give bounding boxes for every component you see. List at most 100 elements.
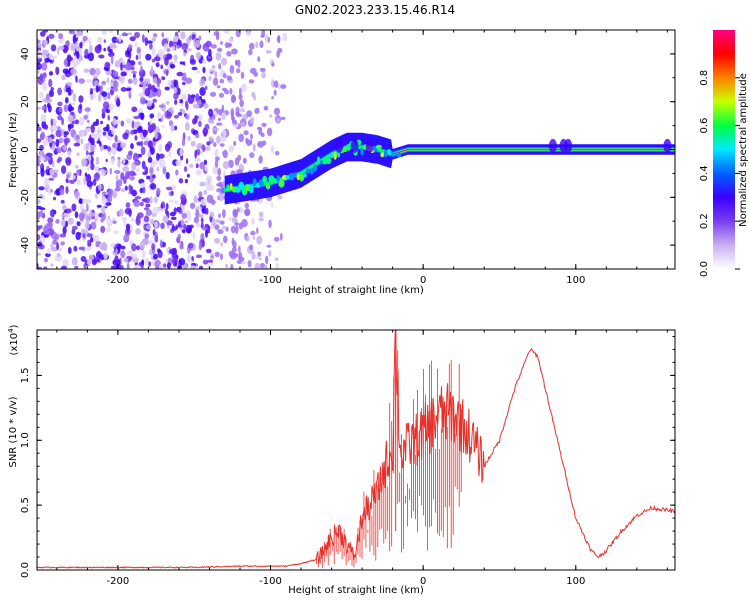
colorbar-tick-label: 0.0 <box>699 261 710 277</box>
spectrogram-noise-cell <box>95 251 102 259</box>
spectrogram-noise-cell <box>46 152 53 157</box>
spectrogram-noise-cell <box>210 252 214 256</box>
spectrogram-noise-cell <box>147 156 153 163</box>
spectrogram-noise-cell <box>111 87 119 92</box>
spectrogram-noise-cell <box>212 127 219 132</box>
spectrogram-noise-cell <box>81 158 86 167</box>
spectrogram-noise-cell <box>182 229 186 233</box>
spectrogram-noise-cell <box>118 34 122 43</box>
spectrogram-noise-cell <box>189 202 196 209</box>
spectrogram-noise-cell <box>111 126 116 135</box>
spectrogram-noise-cell <box>171 190 174 196</box>
spectrogram-noise-cell <box>66 173 70 179</box>
spectrogram-noise-cell <box>195 115 199 120</box>
spectrogram-noise-cell <box>45 93 50 101</box>
spectrogram-noise-cell <box>69 180 75 184</box>
spectrogram-noise-cell <box>142 187 146 194</box>
spectrogram-noise-cell <box>95 193 98 199</box>
spectrogram-noise-cell <box>46 165 50 170</box>
spectrogram-noise-cell <box>237 59 241 68</box>
spectrogram-noise-cell <box>195 210 200 218</box>
spectrogram-noise-cell <box>164 86 170 91</box>
spectrogram-noise-cell <box>215 135 221 144</box>
spectrogram-noise-cell <box>40 113 47 122</box>
spectrogram-noise-cell <box>96 129 102 139</box>
signal-blob <box>235 188 241 193</box>
spectrogram-noise-cell <box>204 166 209 172</box>
spectrogram-noise-cell <box>87 164 91 171</box>
spectrogram-noise-cell <box>169 199 174 203</box>
spectrogram-noise-cell <box>207 259 214 263</box>
spectrogram-noise-cell <box>251 218 255 225</box>
spectrogram-noise-cell <box>152 33 158 38</box>
spectrogram-noise-cell <box>53 196 56 201</box>
spectrogram-noise-cell <box>138 153 142 158</box>
spectrogram-noise-cell <box>222 180 226 187</box>
spectrogram-noise-cell <box>280 116 286 120</box>
spectrogram-noise-cell <box>243 130 249 136</box>
spectrogram-noise-cell <box>98 183 102 191</box>
spectrogram-noise-cell <box>198 96 203 101</box>
spectrogram-noise-cell <box>37 42 43 49</box>
spectrogram-noise-cell <box>165 69 169 77</box>
spectrogram-noise-cell <box>219 78 225 84</box>
spectrogram-noise-cell <box>63 104 69 113</box>
spectrogram-noise-cell <box>276 117 281 123</box>
spectrogram-noise-cell <box>134 135 138 141</box>
spectrogram-noise-cell <box>156 152 160 161</box>
spectrogram-noise-cell <box>168 151 172 158</box>
signal-blob <box>278 179 285 188</box>
signal-blip <box>548 138 557 153</box>
spectrogram-noise-cell <box>221 87 228 92</box>
spectrogram-noise-cell <box>230 225 236 234</box>
spectrogram-noise-cell <box>235 60 238 65</box>
spectrogram-noise-cell <box>49 168 55 176</box>
spectrogram-noise-cell <box>239 99 244 108</box>
spectrogram-noise-cell <box>71 120 76 125</box>
spectrogram-noise-cell <box>173 200 179 204</box>
spectrogram-noise-cell <box>88 37 92 46</box>
spectrogram-noise-cell <box>57 87 62 96</box>
colorbar-ticks: 0.0 0.2 0.4 0.6 0.8 <box>699 70 740 277</box>
spectrogram-noise-cell <box>42 139 49 146</box>
spectrogram-noise-cell <box>102 101 110 110</box>
spectrogram-noise-cell <box>96 204 102 208</box>
spectrogram-noise-cell <box>229 64 235 74</box>
spectrogram-noise-cell <box>153 196 158 204</box>
spectrogram-noise-cell <box>86 119 90 124</box>
spectrogram-noise-cell <box>57 156 63 162</box>
spectrogram-noise-cell <box>198 265 204 269</box>
spectrogram-noise-cell <box>102 131 107 136</box>
spectrogram-noise-cell <box>110 265 118 269</box>
spectrogram-noise-cell <box>95 67 101 76</box>
signal-blob <box>265 183 271 190</box>
spectrogram-noise-cell <box>71 225 78 230</box>
spectrogram-noise-cell <box>65 186 69 194</box>
spectrogram-noise-cell <box>72 113 76 120</box>
spectrogram-noise-cell <box>37 106 41 111</box>
spectrogram-noise-cell <box>100 206 106 215</box>
spectrogram-noise-cell <box>66 82 73 87</box>
spectrogram-noise-cell <box>151 235 156 239</box>
spectrogram-noise-cell <box>79 203 84 211</box>
spectrogram-noise-cell <box>61 219 66 227</box>
spectrogram-noise-cell <box>58 33 64 40</box>
spectrogram-noise-cell <box>184 121 190 131</box>
spectrogram-noise-cell <box>145 203 151 208</box>
spectrogram-noise-cell <box>37 252 42 256</box>
spectrogram-noise-cell <box>201 227 209 231</box>
spectrogram-noise-cell <box>124 185 128 191</box>
spectrogram-noise-cell <box>132 77 138 85</box>
spectrogram-noise-cell <box>231 216 238 224</box>
x-tick-label: 0 <box>420 576 426 587</box>
spectrogram-noise-cell <box>142 82 146 91</box>
spectrogram-noise-cell <box>43 124 49 130</box>
spectrogram-noise-cell <box>76 50 80 59</box>
spectrogram-noise-cell <box>42 39 48 46</box>
signal-blob <box>390 151 394 157</box>
spectrogram-noise-cell <box>223 30 231 34</box>
spectrogram-noise-cell <box>228 37 234 44</box>
spectrogram-noise-cell <box>246 30 251 37</box>
spectrogram-noise-cell <box>66 150 72 158</box>
spectrogram-noise-cell <box>238 133 244 143</box>
